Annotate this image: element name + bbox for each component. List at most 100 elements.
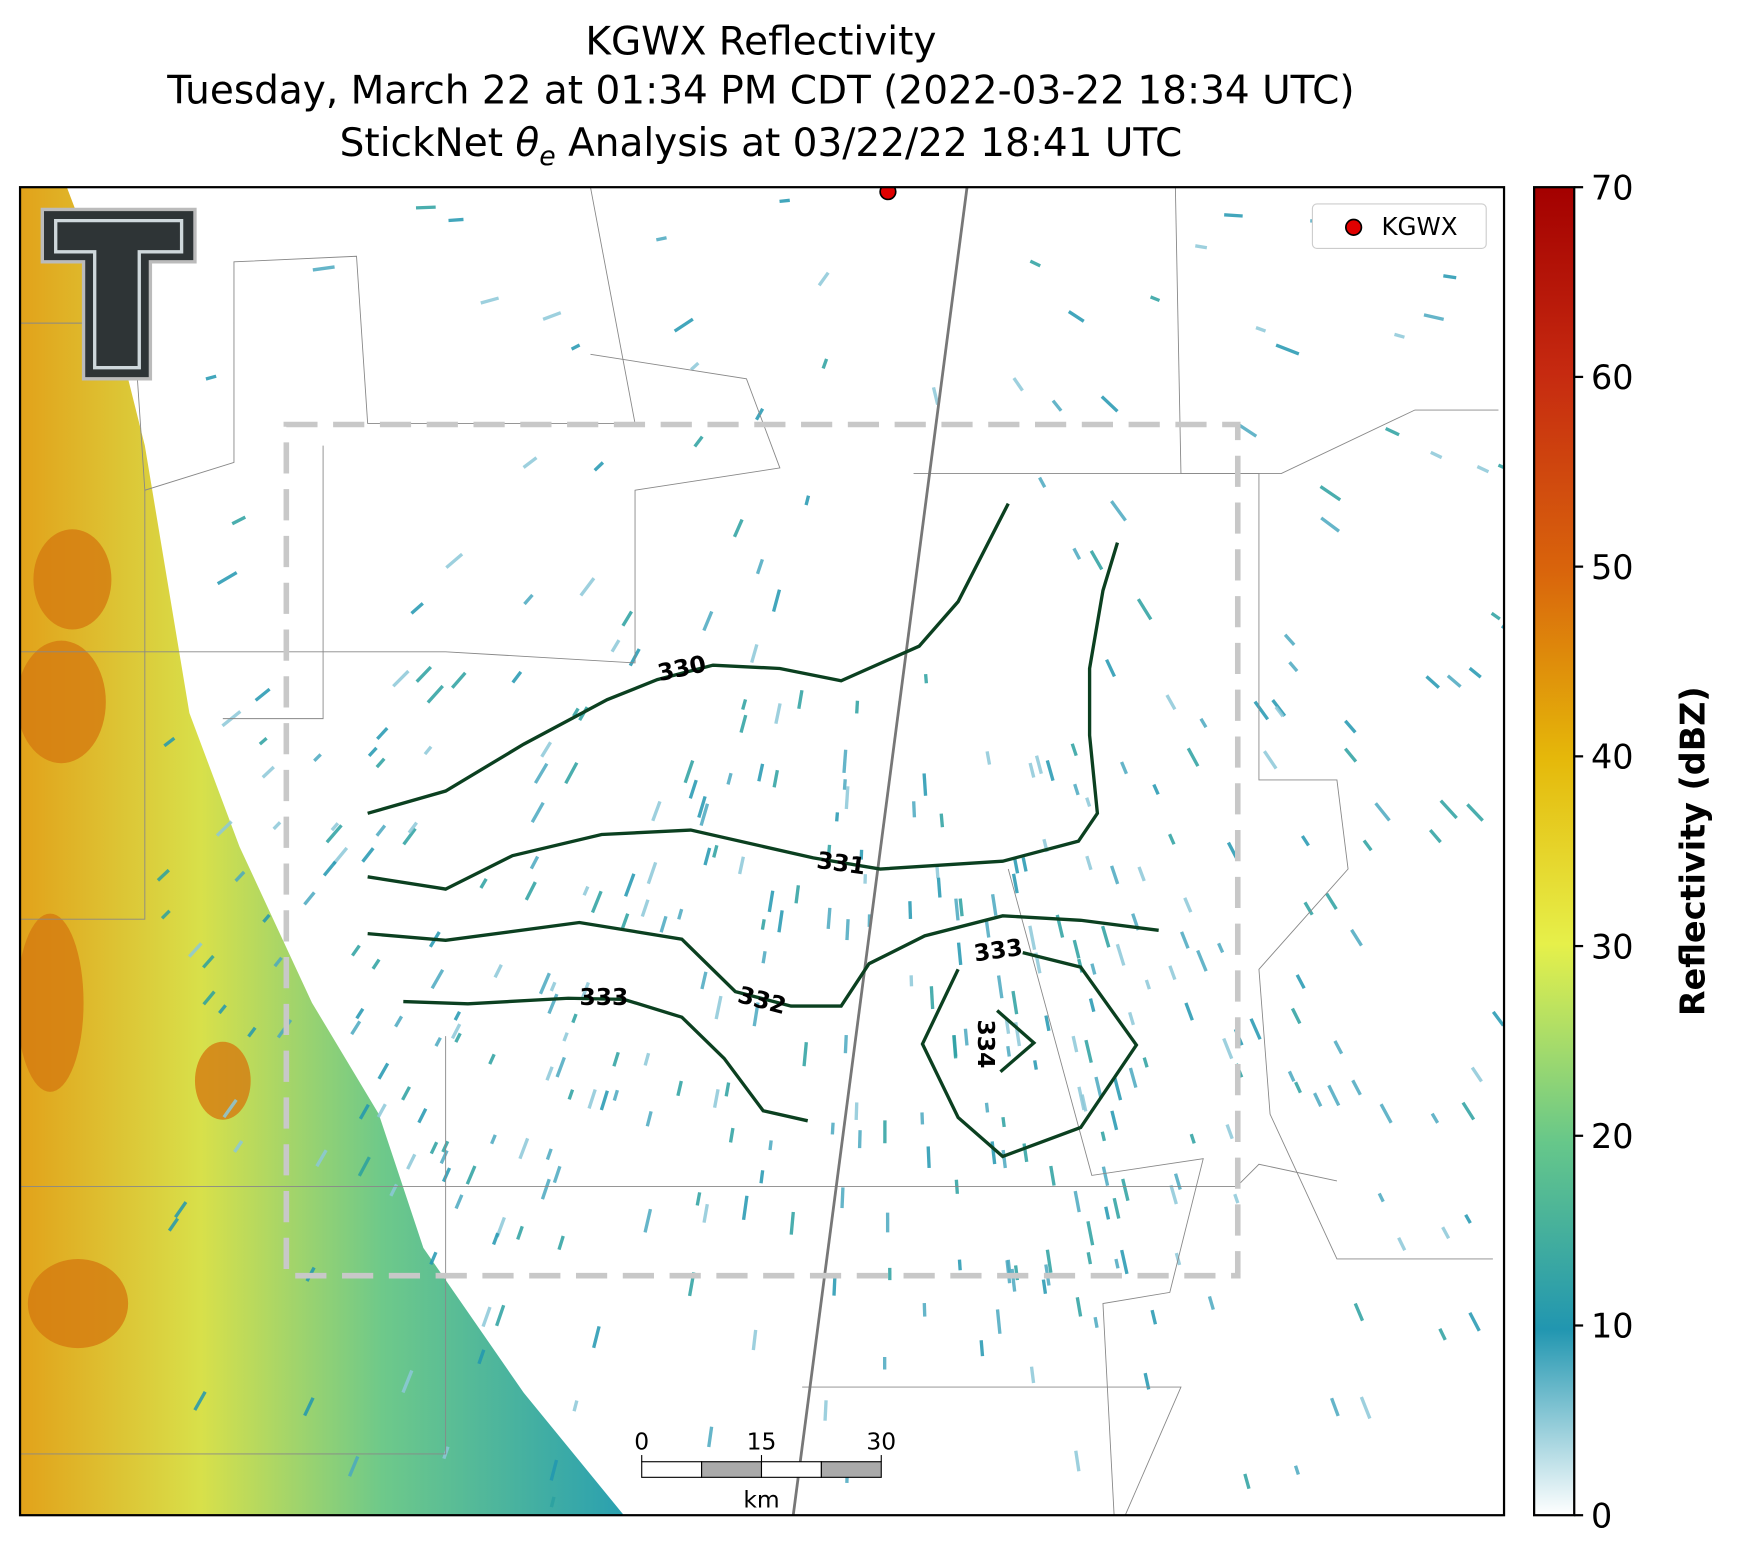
- echo: [1110, 1110, 1119, 1131]
- echo: [579, 577, 596, 597]
- echo: [963, 1028, 969, 1046]
- colorbar-label: Reflectivity (dBZ): [1674, 686, 1713, 1016]
- echo: [488, 1053, 496, 1065]
- echo: [1290, 1007, 1302, 1025]
- echo: [728, 1127, 735, 1143]
- echo: [707, 1426, 714, 1448]
- echo: [454, 1032, 462, 1043]
- echo: [429, 1251, 438, 1266]
- echo: [1359, 1396, 1372, 1420]
- echo: [516, 1225, 524, 1240]
- echo: [794, 885, 801, 904]
- echo: [1446, 674, 1462, 688]
- echo: [1497, 463, 1505, 474]
- echo: [1093, 1316, 1099, 1328]
- echo: [163, 736, 176, 748]
- echo: [643, 1052, 651, 1066]
- echo: [1045, 1249, 1053, 1273]
- echo: [859, 849, 864, 860]
- echo: [445, 552, 464, 569]
- echo: [1150, 1309, 1158, 1325]
- echo: [1350, 928, 1363, 947]
- echo: [1033, 1060, 1038, 1070]
- echo: [1075, 1297, 1083, 1317]
- echo: [1397, 1237, 1407, 1251]
- echo: [367, 746, 378, 758]
- echo: [1491, 1010, 1505, 1027]
- echo: [451, 671, 467, 689]
- echo: [490, 1134, 497, 1145]
- echo: [957, 1259, 962, 1271]
- echo: [572, 707, 580, 718]
- echo: [1041, 1279, 1048, 1294]
- legend-label: KGWX: [1381, 212, 1457, 241]
- echo: [612, 1051, 620, 1067]
- echo: [479, 878, 488, 889]
- echo: [802, 1041, 808, 1067]
- echo: [842, 749, 848, 773]
- echo: [423, 745, 433, 756]
- echo: [477, 1349, 486, 1365]
- echo: [855, 700, 860, 714]
- echo: [741, 1195, 749, 1221]
- echo: [1143, 1372, 1151, 1390]
- echo: [1001, 1149, 1007, 1169]
- echo: [909, 975, 914, 987]
- echo: [402, 827, 417, 846]
- echo: [1283, 633, 1296, 646]
- echo: [540, 741, 552, 758]
- echo: [552, 1165, 562, 1184]
- legend-box: [1311, 203, 1487, 250]
- echo: [377, 1062, 390, 1080]
- echo: [777, 910, 784, 933]
- plot-frame: [18, 186, 1506, 1517]
- echo: [761, 950, 767, 964]
- echo: [1168, 833, 1176, 845]
- echo: [759, 1170, 765, 1184]
- echo: [936, 877, 942, 898]
- echo: [582, 885, 590, 896]
- echo: [1029, 1366, 1036, 1384]
- echo: [1028, 925, 1037, 951]
- echo: [272, 821, 282, 831]
- echo: [1094, 1076, 1103, 1100]
- echo: [160, 909, 171, 920]
- echo: [303, 891, 316, 906]
- echo: [202, 954, 215, 969]
- echo: [646, 861, 658, 885]
- echo: [549, 1459, 559, 1481]
- echo: [779, 198, 790, 204]
- echo: [415, 665, 433, 683]
- echo: [216, 571, 238, 586]
- echo: [1468, 666, 1482, 679]
- echo: [1006, 1045, 1011, 1057]
- echo: [888, 1267, 892, 1281]
- echo: [956, 942, 963, 966]
- echo: [832, 1273, 837, 1296]
- echo: [441, 1167, 452, 1183]
- echo: [700, 971, 708, 990]
- echo: [1490, 611, 1501, 621]
- echo: [350, 1020, 362, 1036]
- echo: [610, 639, 621, 653]
- echo: [1001, 1116, 1006, 1128]
- echo: [361, 847, 375, 863]
- echo: [835, 812, 840, 822]
- echo: [167, 1217, 180, 1232]
- echo: [518, 1137, 530, 1160]
- echo: [1100, 1131, 1107, 1142]
- colorbar-tick-label: 40: [1591, 738, 1634, 777]
- echo: [1144, 979, 1151, 990]
- echo: [996, 975, 1004, 999]
- echo: [1142, 1057, 1149, 1068]
- echo: [1012, 857, 1020, 874]
- echo: [1249, 1018, 1262, 1040]
- echo: [1224, 213, 1243, 218]
- echo: [357, 1156, 371, 1177]
- subtitle-part: Analysis at 03/22/22 18:41 UTC: [556, 121, 1182, 166]
- scale-tick-label: 30: [866, 1427, 896, 1455]
- echo: [1051, 399, 1063, 412]
- echo: [1089, 550, 1104, 571]
- echo: [156, 868, 170, 882]
